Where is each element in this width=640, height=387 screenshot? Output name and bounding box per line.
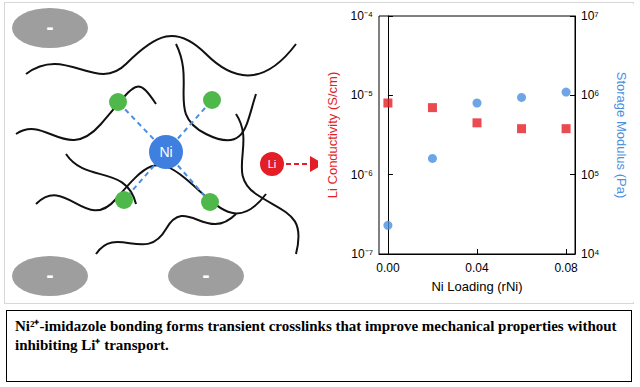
svg-text:10⁵: 10⁵ xyxy=(581,168,599,182)
svg-text:Li: Li xyxy=(268,158,277,170)
svg-text:-: - xyxy=(46,265,53,286)
svg-text:-: - xyxy=(202,265,209,286)
svg-text:0.00: 0.00 xyxy=(376,261,400,275)
svg-text:Ni Loading (rNi): Ni Loading (rNi) xyxy=(431,279,522,294)
svg-text:10⁶: 10⁶ xyxy=(581,88,599,102)
svg-text:0.04: 0.04 xyxy=(465,261,489,275)
svg-text:10⁻⁶: 10⁻⁶ xyxy=(351,168,373,182)
svg-text:10⁻⁵: 10⁻⁵ xyxy=(351,88,373,102)
svg-text:Ni: Ni xyxy=(159,144,172,160)
svg-text:Li Conductivity (S/cm): Li Conductivity (S/cm) xyxy=(325,72,340,198)
svg-text:10⁷: 10⁷ xyxy=(581,9,599,23)
html-text:Ni²⁺-imidazole bonding forms t: Ni²⁺-imidazole bonding forms transient c… xyxy=(15,318,617,353)
svg-text:Storage Modulus (Pa): Storage Modulus (Pa) xyxy=(614,72,629,198)
svg-text:10⁴: 10⁴ xyxy=(581,247,600,261)
svg-text:0.08: 0.08 xyxy=(554,261,578,275)
svg-text:-: - xyxy=(46,17,53,38)
svg-text:10⁻⁴: 10⁻⁴ xyxy=(350,9,373,23)
svg-text:10⁻⁷: 10⁻⁷ xyxy=(351,247,373,261)
